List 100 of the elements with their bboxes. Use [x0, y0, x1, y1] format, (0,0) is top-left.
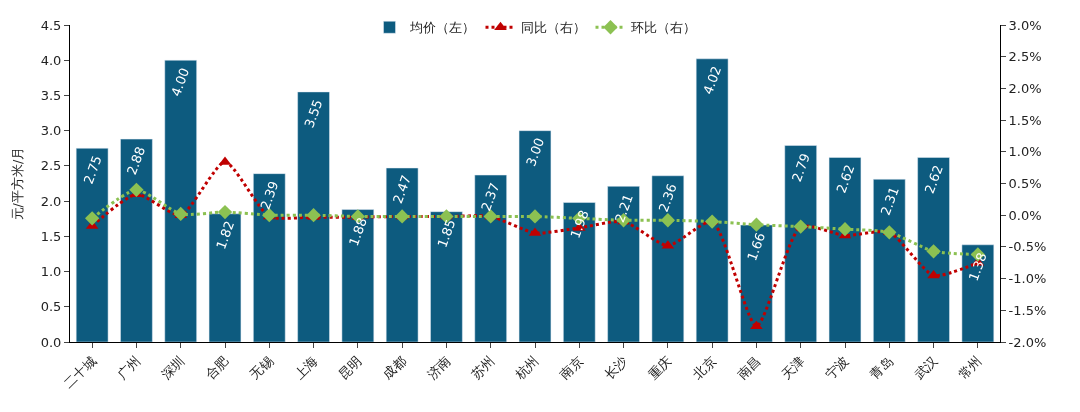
x-tick-label: 成都 — [379, 353, 409, 383]
y2-tick-label: 0.0% — [1008, 207, 1042, 223]
x-tick-label: 深圳 — [158, 353, 188, 383]
point — [129, 182, 144, 197]
y-tick-label: 3.0 — [40, 123, 62, 139]
legend-label: 同比（右） — [520, 20, 586, 36]
x-tick-label: 二十城 — [60, 353, 99, 392]
y-tick-label: 4.0 — [40, 52, 62, 68]
point — [527, 209, 543, 224]
bar — [341, 209, 375, 342]
x-tick-label: 南昌 — [734, 353, 764, 383]
data-label: 1.98 — [567, 208, 592, 241]
x-tick-label: 合肥 — [202, 353, 232, 383]
y2-tick-label: 3.0% — [1008, 17, 1042, 33]
y2-tick-label: 2.0% — [1008, 80, 1042, 96]
y-tick-label: 0.0 — [40, 334, 62, 350]
y-tick-label: 3.5 — [40, 87, 62, 103]
bar — [784, 145, 817, 342]
x-tick-label: 济南 — [424, 353, 454, 383]
data-label: 1.85 — [434, 217, 459, 250]
y-tick-label: 4.5 — [40, 17, 62, 33]
y-axis-title: 元/平方米/月 — [9, 146, 25, 221]
y-tick-label: 0.5 — [40, 299, 62, 315]
x-tick-label: 重庆 — [645, 353, 675, 383]
bar — [75, 148, 109, 342]
data-label: 1.66 — [744, 230, 769, 263]
bar — [873, 179, 906, 342]
bar — [253, 173, 286, 342]
data-label: 1.38 — [965, 250, 990, 284]
y-tick-label: 1.0 — [40, 264, 62, 280]
bar — [651, 175, 685, 342]
point — [926, 244, 941, 259]
y2-tick-label: -1.5% — [1008, 302, 1047, 318]
x-tick-label: 上海 — [291, 353, 321, 383]
y-tick-label: 2.0 — [40, 193, 62, 209]
y2-tick-label: -0.5% — [1008, 239, 1047, 255]
bar — [828, 157, 862, 342]
data-label: 2.79 — [788, 151, 813, 184]
x-tick-label: 苏州 — [468, 353, 498, 383]
bar — [474, 174, 507, 342]
x-tick-label: 天津 — [778, 353, 808, 383]
data-label: 4.00 — [168, 65, 193, 99]
bar — [695, 58, 729, 342]
bar — [297, 91, 330, 342]
data-label: 2.62 — [833, 162, 858, 196]
point — [837, 222, 853, 237]
bar — [430, 211, 463, 342]
data-label: 2.75 — [80, 153, 105, 187]
y2-tick-label: -2.0% — [1008, 334, 1047, 350]
x-tick-label: 杭州 — [512, 353, 542, 383]
y-tick-label: 1.5 — [40, 228, 62, 244]
x-tick-label: 广州 — [114, 353, 144, 383]
y2-tick-label: 0.5% — [1008, 176, 1042, 192]
y-tick-label: 2.5 — [40, 158, 62, 174]
bar — [563, 202, 596, 342]
data-label: 2.39 — [257, 179, 282, 212]
legend-label: 均价（左） — [408, 20, 475, 36]
point — [394, 209, 410, 224]
bar — [208, 213, 242, 342]
legend-label: 环比（右） — [630, 20, 696, 36]
point — [704, 214, 720, 229]
bar — [917, 157, 950, 342]
y2-tick-label: 2.5% — [1008, 49, 1042, 65]
bar — [164, 59, 197, 342]
x-tick-label: 宁波 — [822, 353, 852, 383]
bar — [385, 167, 419, 342]
y2-tick-label: 1.5% — [1008, 112, 1042, 128]
data-label: 2.31 — [877, 184, 902, 218]
bar — [518, 130, 552, 342]
y2-tick-label: 1.0% — [1008, 144, 1042, 160]
bar — [607, 186, 640, 342]
x-tick-label: 青岛 — [867, 353, 897, 383]
data-label: 2.21 — [611, 192, 636, 225]
x-tick-label: 常州 — [955, 353, 985, 383]
data-label: 2.47 — [390, 173, 415, 206]
point — [927, 269, 940, 279]
point — [660, 213, 676, 228]
x-tick-label: 无锡 — [247, 353, 277, 383]
y2-tick-label: -1.0% — [1008, 271, 1047, 287]
data-label: 3.00 — [523, 135, 548, 169]
point — [84, 211, 100, 226]
bar — [961, 244, 995, 342]
point — [749, 217, 764, 232]
data-label: 1.82 — [213, 218, 238, 252]
data-label: 4.02 — [700, 64, 725, 97]
data-label: 2.37 — [478, 180, 503, 214]
x-tick-label: 昆明 — [335, 353, 365, 383]
data-label: 2.36 — [655, 181, 680, 215]
x-tick-label: 北京 — [689, 353, 719, 383]
point — [793, 219, 808, 234]
x-tick-label: 南京 — [557, 353, 587, 383]
data-label: 1.88 — [345, 215, 370, 248]
data-label: 3.55 — [301, 97, 326, 130]
data-label: 2.62 — [921, 163, 946, 196]
point — [882, 225, 897, 240]
bar — [740, 224, 773, 342]
point — [173, 206, 188, 222]
x-tick-label: 武汉 — [911, 353, 941, 383]
point — [217, 204, 233, 220]
data-label: 2.88 — [124, 144, 149, 177]
